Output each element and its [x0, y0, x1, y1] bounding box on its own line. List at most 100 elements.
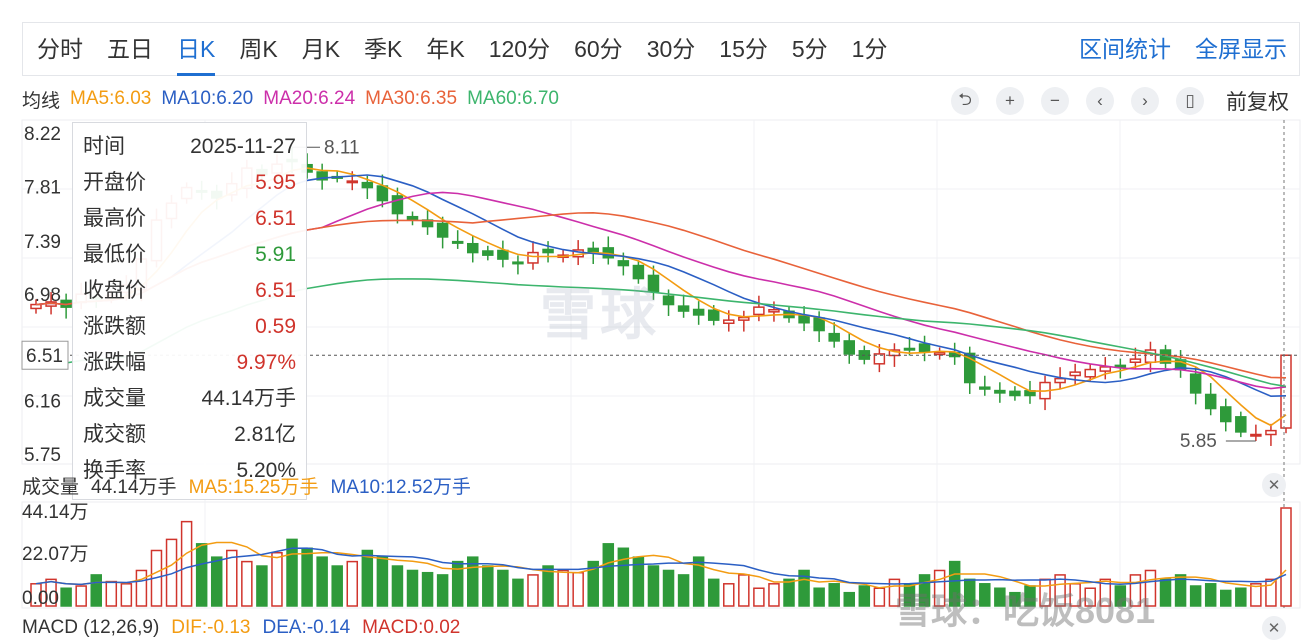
macd-dea: DEA:-0.14 [262, 616, 351, 638]
max-price-label: 8.11 [324, 137, 360, 158]
volume-bar [346, 560, 359, 607]
volume-bar [692, 556, 705, 607]
candle-body [361, 181, 374, 189]
volume-bar [557, 569, 569, 607]
volume-bar [75, 585, 87, 607]
tab-7[interactable]: 120分 [488, 36, 551, 62]
price-tick-label: 6.16 [24, 392, 61, 413]
volume-bar [843, 591, 856, 607]
volume-bar [1265, 578, 1277, 607]
volume-bar [1144, 569, 1157, 607]
volume-ma5: MA5:15.25万手 [188, 476, 319, 498]
volume-panel [21, 501, 1301, 609]
candle-body [994, 389, 1006, 394]
volume-bar [828, 583, 840, 607]
candle-body [1235, 416, 1247, 433]
tab-2[interactable]: 日K [177, 22, 216, 76]
candle-body [918, 343, 931, 353]
volume-bar [888, 578, 901, 607]
tab-5[interactable]: 季K [364, 36, 403, 62]
volume-bar [1280, 507, 1292, 607]
volume-bar [421, 571, 434, 607]
volume-bar [1220, 589, 1232, 607]
volume-bar [301, 547, 313, 607]
candle-body [768, 308, 780, 313]
volume-bar [602, 543, 615, 607]
volume-bar [1235, 587, 1247, 607]
info-value: 2.81亿 [234, 423, 296, 446]
volume-bar [768, 583, 780, 607]
right-icon[interactable]: › [1131, 87, 1159, 115]
close-macd-icon[interactable]: ✕ [1262, 616, 1286, 640]
candle-body [466, 242, 479, 254]
volume-bar [105, 580, 118, 607]
price-tick-label: 5.75 [24, 445, 61, 466]
candle-body [1280, 354, 1292, 429]
tab-10[interactable]: 15分 [719, 36, 768, 62]
volume-ma10-line [35, 547, 1287, 586]
candle-body [677, 305, 690, 312]
volume-bar [798, 569, 810, 607]
candle-body [617, 260, 630, 267]
info-value: 6.51 [255, 207, 296, 230]
volume-bar [1250, 583, 1262, 607]
info-row: 涨跌额 0.59 [83, 309, 296, 345]
period-tabs: 分时 五日 日K 周K 月K 季K 年K 120分 60分 30分 15分 5分 1分 区间统计 全屏显示 [22, 22, 1300, 76]
zoom-in-icon[interactable]: + [996, 87, 1024, 115]
volume-bar [316, 556, 328, 607]
candle-body [451, 240, 464, 244]
volume-bar [512, 578, 524, 607]
candle-body [1084, 368, 1096, 378]
tab-6[interactable]: 年K [426, 36, 465, 62]
volume-bar [376, 556, 389, 607]
info-value: 5.91 [255, 243, 296, 266]
info-label: 换手率 [83, 459, 146, 482]
info-value: 9.97% [236, 351, 296, 374]
watermark: 雪球 [540, 283, 660, 346]
close-volume-icon[interactable]: ✕ [1262, 473, 1286, 497]
candle-body [1009, 390, 1021, 397]
info-row: 开盘价 5.95 [83, 165, 296, 201]
macd-label: MACD (12,26,9) [22, 616, 160, 638]
volume-bar [1114, 585, 1127, 607]
tab-1[interactable]: 五日 [107, 36, 153, 62]
tab-3[interactable]: 周K [239, 36, 278, 62]
candle-icon[interactable]: ▯ [1176, 87, 1204, 115]
tab-9[interactable]: 30分 [646, 36, 696, 62]
candle-body [963, 352, 976, 384]
info-label: 涨跌额 [83, 315, 146, 338]
current-price-label: 6.51 [26, 346, 63, 367]
adjust-type[interactable]: 前复权 [1226, 91, 1289, 114]
info-label: 涨跌幅 [83, 351, 146, 374]
volume-bar [813, 587, 825, 607]
volume-bar [331, 565, 343, 607]
volume-bar [723, 583, 735, 607]
ma20-value: MA20:6.24 [263, 88, 356, 109]
undo-icon[interactable]: ⮌ [951, 87, 979, 115]
candle-body [707, 309, 720, 321]
volume-bar [210, 556, 223, 607]
candle-body [798, 315, 810, 324]
info-row: 时间 2025-11-27 [83, 129, 296, 165]
ma30-value: MA30:6.35 [365, 88, 458, 109]
ma5-value: MA5:6.03 [70, 88, 152, 109]
macd-value: MACD:0.02 [362, 616, 461, 638]
chart-controls: ⮌ + − ‹ › ▯ 前复权 [934, 86, 1289, 116]
candle-body [753, 306, 765, 316]
volume-bar [1159, 578, 1172, 607]
volume-bar [873, 587, 886, 607]
volume-ma10: MA10:12.52万手 [330, 476, 471, 498]
volume-bar [994, 587, 1006, 607]
tab-11[interactable]: 5分 [791, 36, 828, 62]
ma-legend-label: 均线 [22, 90, 61, 112]
range-stats-button[interactable]: 区间统计 [1079, 36, 1171, 62]
zoom-out-icon[interactable]: − [1041, 87, 1069, 115]
tab-8[interactable]: 60分 [574, 36, 623, 62]
tab-4[interactable]: 月K [301, 36, 341, 62]
tab-12[interactable]: 1分 [851, 36, 888, 62]
candle-body [542, 248, 554, 254]
left-icon[interactable]: ‹ [1086, 87, 1114, 115]
candle-body [979, 386, 991, 390]
fullscreen-button[interactable]: 全屏显示 [1195, 36, 1287, 62]
tab-0[interactable]: 分时 [37, 36, 83, 62]
